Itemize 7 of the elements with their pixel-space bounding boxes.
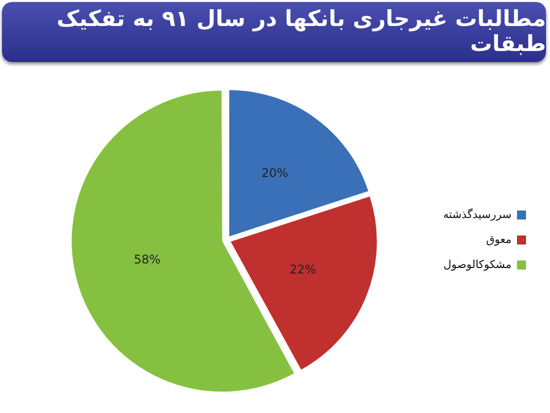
data-label: 58% [134,252,160,267]
legend-label: مشکوکالوصول [443,258,512,271]
data-label: 20% [261,166,288,180]
legend-label: سررسیدگذشته [443,208,512,221]
chart-title: مطالبات غیرجاری بانکها در سال ۹۱ به تفکیک طبقات [2,2,546,62]
data-label: 22% [289,262,316,276]
legend-label: معوق [486,232,512,246]
